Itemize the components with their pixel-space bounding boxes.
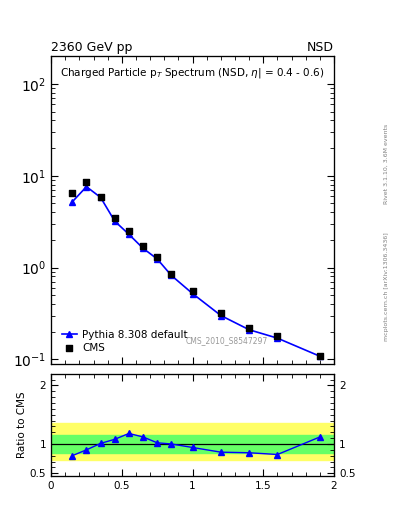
Text: Charged Particle p$_T$ Spectrum (NSD, $\eta$| = 0.4 - 0.6): Charged Particle p$_T$ Spectrum (NSD, $\… — [61, 66, 325, 79]
Pythia 8.308 default — [318, 353, 322, 359]
Pythia 8.308 default — [127, 231, 131, 238]
Text: Rivet 3.1.10, 3.6M events: Rivet 3.1.10, 3.6M events — [384, 124, 389, 204]
CMS — [97, 194, 104, 202]
CMS — [140, 242, 146, 250]
Legend: Pythia 8.308 default, CMS: Pythia 8.308 default, CMS — [56, 325, 193, 358]
CMS — [69, 189, 75, 197]
Pythia 8.308 default — [275, 335, 280, 341]
CMS — [168, 270, 174, 278]
Pythia 8.308 default — [155, 256, 160, 262]
Pythia 8.308 default — [112, 218, 117, 224]
Pythia 8.308 default — [169, 272, 174, 279]
Pythia 8.308 default — [84, 184, 89, 190]
Pythia 8.308 default — [141, 245, 145, 251]
Text: NSD: NSD — [307, 41, 334, 54]
Y-axis label: Ratio to CMS: Ratio to CMS — [17, 392, 27, 458]
CMS — [189, 287, 196, 295]
Text: 2360 GeV pp: 2360 GeV pp — [51, 41, 132, 54]
Text: mcplots.cern.ch [arXiv:1306.3436]: mcplots.cern.ch [arXiv:1306.3436] — [384, 232, 389, 341]
Pythia 8.308 default — [247, 327, 252, 333]
CMS — [246, 324, 252, 332]
Pythia 8.308 default — [190, 290, 195, 296]
Bar — [51, 435, 334, 453]
CMS — [154, 253, 160, 261]
Pythia 8.308 default — [98, 195, 103, 201]
Pythia 8.308 default — [219, 312, 223, 318]
Bar — [51, 423, 334, 460]
Text: CMS_2010_S8547297: CMS_2010_S8547297 — [185, 336, 268, 345]
Pythia 8.308 default — [70, 199, 75, 205]
CMS — [83, 178, 90, 186]
CMS — [218, 309, 224, 317]
Line: Pythia 8.308 default: Pythia 8.308 default — [69, 184, 323, 359]
CMS — [274, 332, 281, 340]
CMS — [317, 351, 323, 359]
CMS — [126, 227, 132, 235]
CMS — [112, 214, 118, 222]
